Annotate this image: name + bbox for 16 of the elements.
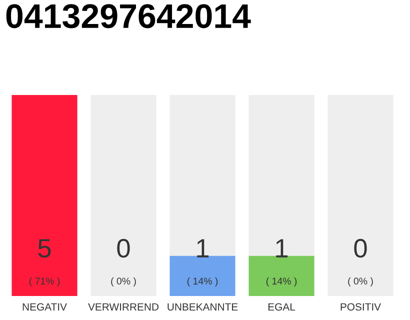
annotation: ( 14% ) (266, 277, 297, 286)
annotation: 0 (117, 238, 130, 258)
data-label: 1 (197, 239, 209, 258)
data-label: 1 (276, 239, 288, 258)
annotation: 0 (354, 238, 367, 258)
annotation: ( 71% ) (29, 277, 60, 286)
annotation: ( 0% ) (111, 277, 136, 286)
annotation: ( 14% ) (187, 277, 218, 286)
x-tick-label: POSITIV (340, 303, 382, 311)
data-label: 5 (38, 239, 51, 258)
x-tick-label: VERWIRREND (88, 303, 158, 310)
x-tick-label: NEGATIV (22, 303, 67, 311)
x-tick-label: EGAL (268, 303, 296, 311)
chart-title: 0413297642014 (6, 4, 251, 28)
x-tick-label: UNBEKANNTE (168, 303, 238, 311)
annotation: ( 0% ) (348, 277, 373, 286)
